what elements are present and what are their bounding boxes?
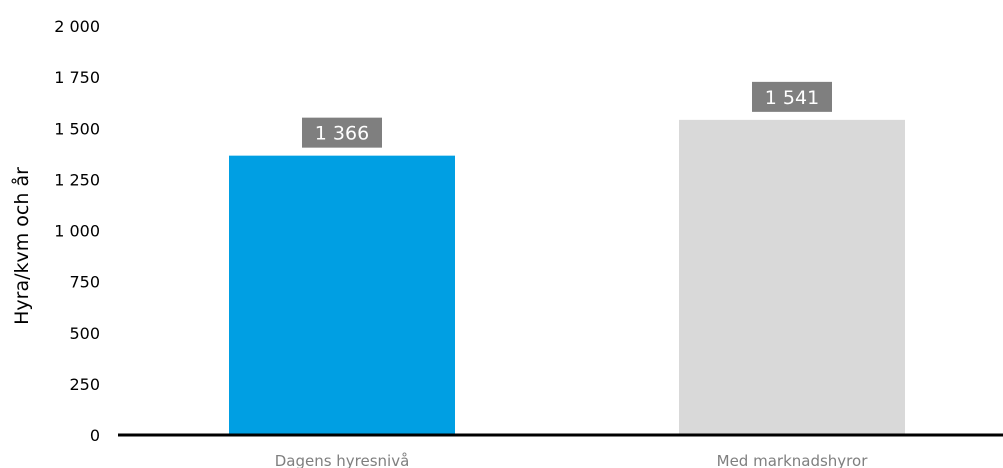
bar — [679, 119, 905, 435]
y-tick-label: 0 — [90, 426, 100, 445]
bar — [229, 155, 455, 435]
data-label: 1 366 — [315, 123, 369, 145]
x-axis-category-labels: Dagens hyresnivå Med marknadshyror — [275, 452, 868, 468]
data-labels: 1 366 1 541 — [302, 81, 832, 148]
data-label: 1 541 — [765, 87, 819, 109]
x-category-label: Dagens hyresnivå — [275, 452, 410, 468]
y-tick-label: 1 750 — [54, 68, 100, 87]
y-tick-label: 1 250 — [54, 170, 100, 189]
x-category-label: Med marknadshyror — [717, 452, 869, 468]
y-tick-label: 2 000 — [54, 17, 100, 36]
y-tick-label: 250 — [69, 375, 100, 394]
data-label-background — [752, 81, 832, 112]
y-tick-label: 1 000 — [54, 222, 100, 241]
y-tick-label: 1 500 — [54, 119, 100, 138]
y-axis-tick-labels: 0 250 500 750 1 000 1 250 1 500 1 750 2 000 — [54, 17, 100, 445]
data-label-background — [302, 117, 382, 148]
y-axis-label: Hyra/kvm och år — [10, 167, 33, 325]
y-tick-label: 500 — [69, 324, 100, 343]
y-tick-label: 750 — [69, 273, 100, 292]
bars — [229, 119, 905, 435]
